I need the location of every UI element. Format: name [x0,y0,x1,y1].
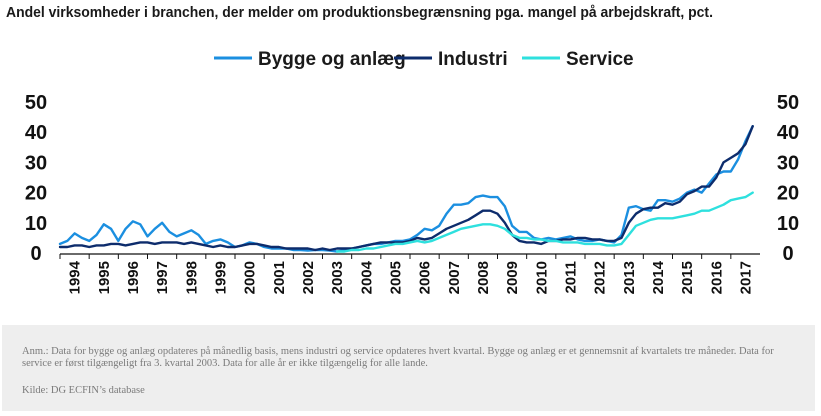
x-tick-label: 1996 [125,261,142,294]
legend-label-3: Service [566,49,634,70]
y-tick-label-right: 50 [777,92,799,114]
y-tick-label-left: 10 [25,213,47,235]
series-line-3 [335,191,754,253]
y-axis-left: 0 10 20 30 40 50 [25,92,47,265]
chart-note: Anm.: Data for bygge og anlæg opdateres … [22,346,774,369]
chart-title: Andel virksomheder i branchen, der melde… [6,4,713,21]
x-tick-label: 2011 [562,261,579,294]
x-tick-label: 2001 [271,261,288,294]
x-tick-label: 2004 [358,260,375,294]
y-axis-right: 0 10 20 30 40 50 [777,92,799,265]
x-tick-label: 2016 [708,261,725,294]
y-tick-label-left: 0 [30,243,41,265]
line-chart: Bygge og anlæg Industri Service 0 10 20 30 40 5… [25,49,799,294]
x-tick-label: 2008 [475,261,492,294]
x-tick-label: 1997 [154,261,171,294]
x-tick-label: 1999 [212,261,229,294]
y-tick-label-left: 40 [25,122,47,144]
x-tick-label: 2014 [650,260,667,294]
y-tick-label-right: 0 [782,243,793,265]
y-tick-label-left: 50 [25,92,47,114]
y-tick-label-right: 30 [777,152,799,174]
x-tick-label: 2005 [387,261,404,294]
y-tick-label-left: 20 [25,183,47,205]
y-tick-label-right: 10 [777,213,799,235]
x-tick-label: 2012 [592,261,609,294]
y-tick-label-right: 40 [777,122,799,144]
x-tick-label: 2013 [621,261,638,294]
x-tick-label: 2007 [446,261,463,294]
x-tick-label: 1994 [67,260,84,294]
notes-panel: Anm.: Data for bygge og anlæg opdateres … [2,325,815,411]
x-tick-label: 2010 [533,261,550,294]
x-tick-label: 1995 [96,261,113,294]
x-tick-label: 2017 [737,261,754,294]
legend-label-1: Bygge og anlæg [258,49,406,70]
x-tick-label: 2006 [417,261,434,294]
y-tick-label-right: 20 [777,183,799,205]
x-tick-label: 2009 [504,261,521,294]
x-axis: 1994 1995 1996 1997 1998 1999 2000 2001 2002 2003… [59,254,754,294]
series-lines [58,125,754,253]
x-tick-label: 2000 [242,261,259,294]
x-tick-label: 2002 [300,261,317,294]
chart-legend: Bygge og anlæg Industri Service [214,49,634,70]
series-line-1 [58,125,754,253]
x-tick-label: 2003 [329,261,346,294]
y-tick-label-left: 30 [25,152,47,174]
x-tick-label: 2015 [679,261,696,294]
chart-source: Kilde: DG ECFIN’s database [22,385,145,396]
x-tick-label: 1998 [183,261,200,294]
legend-label-2: Industri [438,49,508,70]
series-line-2 [58,125,754,252]
